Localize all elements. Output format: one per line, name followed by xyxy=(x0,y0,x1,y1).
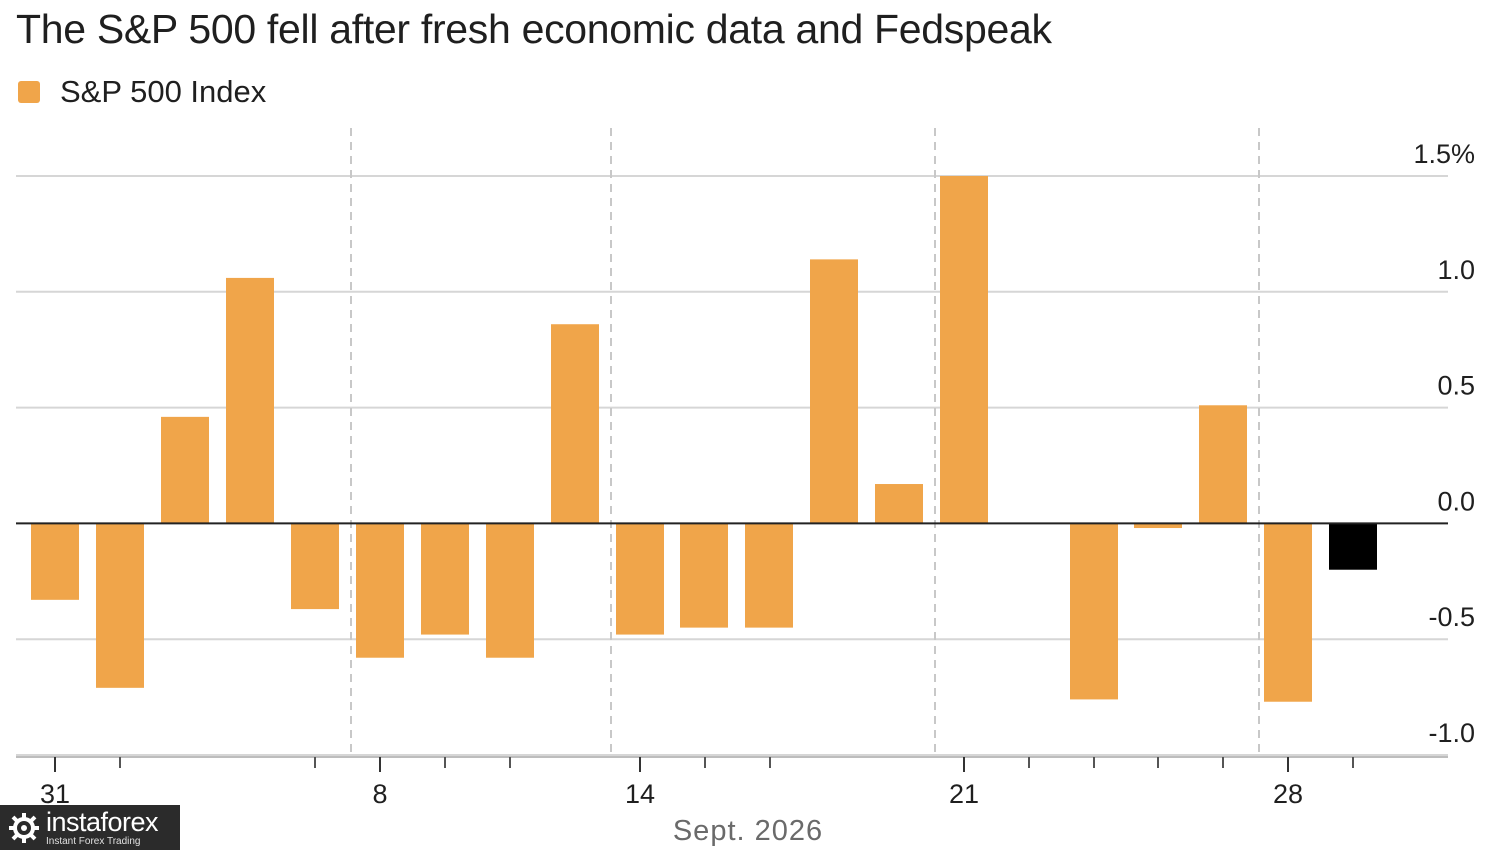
gear-logo-icon xyxy=(9,812,39,843)
bar xyxy=(680,523,728,628)
chart-title: The S&P 500 fell after fresh economic da… xyxy=(16,6,1052,52)
bar xyxy=(940,176,988,524)
bar xyxy=(356,523,404,658)
bar xyxy=(616,523,664,635)
x-tick-label: 21 xyxy=(949,779,979,809)
bar xyxy=(421,523,469,635)
y-tick-label: -0.5 xyxy=(1428,602,1475,632)
bar xyxy=(551,324,599,524)
bar xyxy=(96,523,144,688)
bar xyxy=(291,523,339,610)
x-tick-label: 28 xyxy=(1273,779,1303,809)
legend-swatch xyxy=(18,81,40,103)
x-tick-label: 31 xyxy=(40,779,70,809)
x-tick-label: 8 xyxy=(372,779,387,809)
bar xyxy=(1264,523,1312,702)
x-axis-label: Sept. 2026 xyxy=(673,815,823,847)
y-tick-label: 0.5 xyxy=(1437,371,1475,401)
watermark: instaforex Instant Forex Trading xyxy=(0,805,180,850)
bar xyxy=(486,523,534,658)
bar xyxy=(1070,523,1118,700)
bar xyxy=(810,259,858,524)
bar xyxy=(1134,523,1182,529)
legend-label: S&P 500 Index xyxy=(60,74,267,109)
bar xyxy=(161,416,209,524)
watermark-brand: instaforex xyxy=(46,806,159,837)
watermark-tagline: Instant Forex Trading xyxy=(46,835,141,847)
legend: S&P 500 Index xyxy=(18,74,266,110)
x-tick-label: 14 xyxy=(625,779,655,809)
y-tick-label: 1.5% xyxy=(1413,139,1475,169)
y-tick-label: 1.0 xyxy=(1437,255,1475,285)
bar xyxy=(745,523,793,628)
bar xyxy=(1329,523,1377,570)
y-tick-label: 0.0 xyxy=(1437,486,1475,516)
bar xyxy=(875,484,923,524)
bar xyxy=(31,523,79,600)
bar xyxy=(1199,405,1247,524)
bar xyxy=(226,277,274,524)
y-tick-label: -1.0 xyxy=(1428,718,1475,748)
